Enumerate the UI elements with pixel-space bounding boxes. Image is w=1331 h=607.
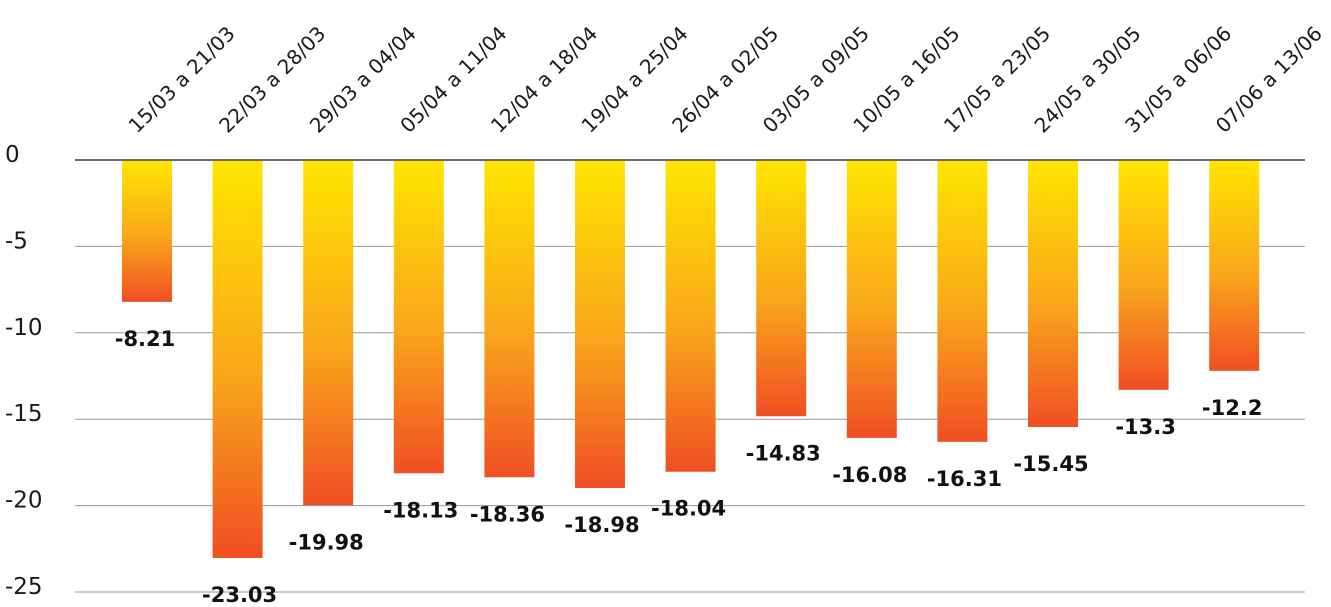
bar bbox=[393, 160, 444, 474]
y-tick-label: -5 bbox=[5, 228, 28, 254]
y-tick-label: -25 bbox=[5, 574, 43, 600]
data-label: -15.45 bbox=[1013, 452, 1088, 476]
bar bbox=[212, 160, 263, 558]
data-label: -8.21 bbox=[115, 327, 176, 351]
bar bbox=[937, 160, 988, 442]
data-label: -16.08 bbox=[832, 463, 907, 487]
data-label: -19.98 bbox=[289, 530, 364, 554]
y-axis-tick-labels: 0 -5 -10 -15 -20 -25 bbox=[5, 142, 43, 600]
y-tick-label: 0 bbox=[5, 142, 20, 168]
bar bbox=[484, 160, 535, 478]
y-tick-label: -10 bbox=[5, 315, 43, 341]
bar bbox=[575, 160, 625, 488]
bar bbox=[1209, 160, 1260, 371]
data-label: -23.03 bbox=[202, 583, 277, 607]
data-label: -14.83 bbox=[746, 441, 821, 465]
data-label: -13.3 bbox=[1115, 415, 1176, 439]
data-label: -18.13 bbox=[383, 498, 458, 522]
data-label: -12.2 bbox=[1202, 396, 1263, 420]
bar bbox=[1118, 160, 1169, 390]
bar bbox=[756, 160, 807, 417]
data-label: -18.04 bbox=[651, 497, 726, 521]
y-tick-label: -15 bbox=[5, 401, 43, 427]
y-tick-label: -20 bbox=[5, 488, 43, 514]
data-label: -18.98 bbox=[564, 513, 639, 537]
data-labels: -8.21 -23.03 -19.98 -18.13 -18.36 -18.98 -18.0… bbox=[115, 327, 1263, 607]
bar bbox=[1028, 160, 1078, 427]
bars bbox=[122, 160, 1260, 558]
bar bbox=[303, 160, 354, 506]
bar bbox=[122, 160, 172, 302]
data-label: -18.36 bbox=[470, 502, 545, 526]
bar bbox=[846, 160, 897, 438]
bar bbox=[665, 160, 716, 472]
data-label: -16.31 bbox=[927, 467, 1002, 491]
